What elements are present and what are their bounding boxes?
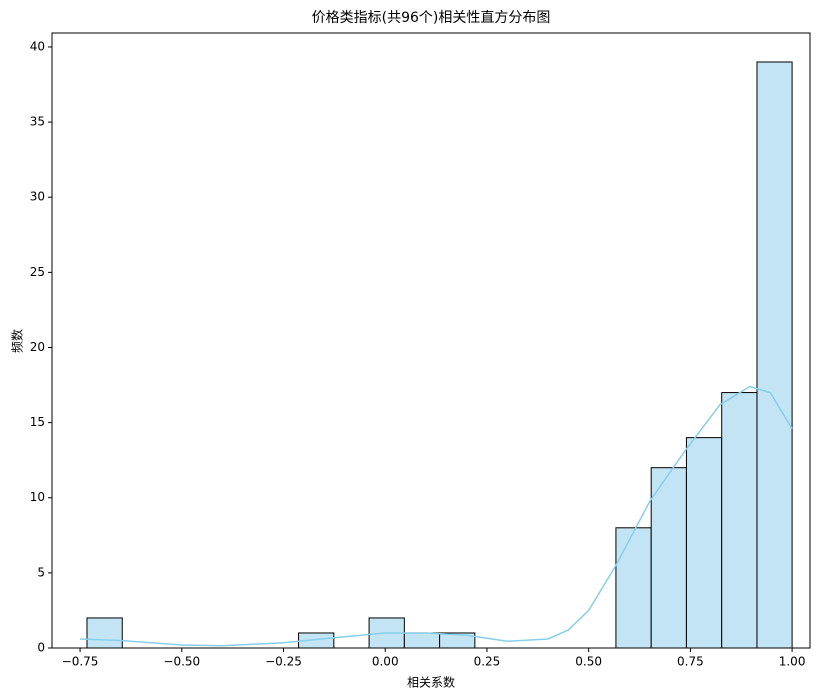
plot-frame [51, 32, 811, 649]
x-tick-label: 0.00 [372, 655, 399, 669]
bar [721, 392, 758, 649]
x-tick-label: −0.75 [62, 655, 99, 669]
bar [756, 61, 793, 649]
chart-title: 价格类指标(共96个)相关性直方分布图 [312, 9, 551, 26]
bar [650, 467, 687, 649]
y-tick-label: 20 [30, 340, 45, 354]
y-tick-label: 5 [37, 565, 45, 579]
x-tick-label: 0.25 [474, 655, 501, 669]
kde-line [80, 385, 793, 647]
y-tick-label: 10 [30, 490, 45, 504]
bar [615, 527, 652, 649]
x-tick-label: 0.50 [575, 655, 602, 669]
y-tick-label: 30 [30, 190, 45, 204]
bar [685, 437, 723, 649]
y-tick-label: 35 [30, 115, 45, 129]
bar [86, 617, 123, 649]
x-tick-label: 1.00 [779, 655, 806, 669]
y-tick-label: 40 [30, 39, 45, 53]
x-tick-label: −0.50 [163, 655, 200, 669]
y-tick-label: 0 [37, 641, 45, 655]
bar [403, 632, 441, 649]
y-tick-label: 15 [30, 415, 45, 429]
x-axis-label: 相关系数 [407, 675, 455, 690]
y-tick-label: 25 [30, 265, 45, 279]
y-axis-label: 频数 [10, 329, 25, 353]
x-tick-label: 0.75 [677, 655, 704, 669]
x-tick-label: −0.25 [265, 655, 302, 669]
